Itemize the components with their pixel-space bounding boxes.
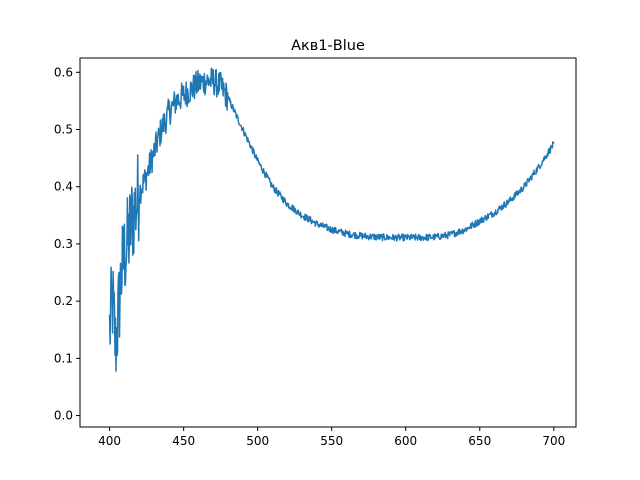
y-tick-label: 0.5	[54, 123, 73, 137]
x-tick-label: 600	[394, 434, 417, 448]
plot-area	[79, 57, 577, 428]
series-line	[108, 67, 555, 372]
axes-frame	[79, 57, 577, 428]
x-tick-label: 550	[320, 434, 343, 448]
y-tick-label: 0.6	[54, 65, 73, 79]
y-tick-label: 0.4	[54, 180, 73, 194]
x-axis: 400 450 500 550 600 650 700	[98, 427, 565, 448]
y-tick-label: 0.1	[54, 351, 73, 365]
y-axis: 0.0 0.1 0.2 0.3 0.4 0.5 0.6	[54, 65, 80, 423]
y-tick-label: 0.3	[54, 237, 73, 251]
y-tick-label: 0.2	[54, 294, 73, 308]
x-tick-label: 650	[468, 434, 491, 448]
chart-title: Акв1-Blue	[291, 38, 365, 54]
x-tick-label: 450	[172, 434, 195, 448]
series-layer	[108, 67, 555, 372]
x-tick-label: 500	[246, 434, 269, 448]
x-tick-label: 700	[542, 434, 565, 448]
x-tick-label: 400	[98, 434, 121, 448]
y-tick-label: 0.0	[54, 409, 73, 423]
